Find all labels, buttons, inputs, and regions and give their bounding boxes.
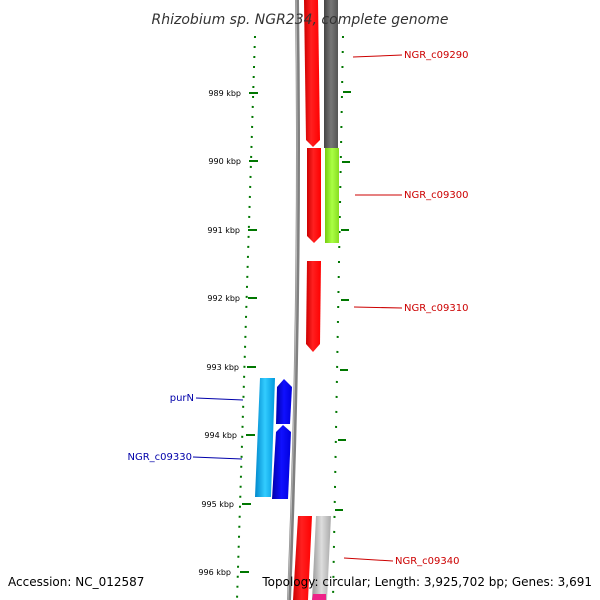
leader-NGR_c09340 xyxy=(343,557,394,562)
cds-NGR_c09310[interactable] xyxy=(306,261,321,352)
cds-NGR_c09340[interactable] xyxy=(293,516,312,600)
tick-label-993: 993 kbp xyxy=(206,363,239,372)
cds-NGR_c09340-magenta xyxy=(312,594,326,600)
topology: Topology: circular; Length: 3,925,702 bp… xyxy=(261,575,592,589)
label-NGR_c09310[interactable]: NGR_c09310 xyxy=(404,303,469,314)
gene-NGR_c09340-gene[interactable] xyxy=(312,516,331,600)
gene-NGR_c09290-gene[interactable] xyxy=(324,0,338,148)
accession: Accession: NC_012587 xyxy=(8,575,144,589)
label-NGR_c09330[interactable]: NGR_c09330 xyxy=(128,452,193,463)
forward-leaders xyxy=(343,54,403,562)
gene-NGR_c09300-gene[interactable] xyxy=(325,148,339,243)
tick-marks xyxy=(240,91,351,573)
leader-NGR_c09310 xyxy=(353,306,403,309)
genome-backbone-highlight xyxy=(287,0,298,600)
tick-label-996: 996 kbp xyxy=(198,568,231,577)
leader-purN xyxy=(195,397,244,401)
label-purN[interactable]: purN xyxy=(170,393,194,404)
tick-labels: 989 kbp 990 kbp 991 kbp 992 kbp 993 kbp … xyxy=(198,89,241,577)
tick-label-994: 994 kbp xyxy=(204,431,237,440)
cds-purN[interactable] xyxy=(276,379,292,424)
cds-NGR_c09300[interactable] xyxy=(307,148,321,243)
leader-NGR_c09330 xyxy=(192,456,243,460)
label-NGR_c09290[interactable]: NGR_c09290 xyxy=(404,50,469,61)
leader-NGR_c09290 xyxy=(352,54,403,58)
tick-label-995: 995 kbp xyxy=(201,500,234,509)
reverse-leaders xyxy=(192,397,244,460)
label-NGR_c09300[interactable]: NGR_c09300 xyxy=(404,190,469,201)
tick-label-990: 990 kbp xyxy=(208,157,241,166)
map-title: Rhizobium sp. NGR234, complete genome xyxy=(152,12,449,28)
gene-purN-gene[interactable] xyxy=(255,378,275,497)
tick-label-991: 991 kbp xyxy=(207,226,240,235)
tick-label-992: 992 kbp xyxy=(207,294,240,303)
tick-label-989: 989 kbp xyxy=(208,89,241,98)
genome-backbone xyxy=(287,0,300,600)
label-NGR_c09340[interactable]: NGR_c09340 xyxy=(395,556,460,567)
cds-NGR_c09290[interactable] xyxy=(304,0,320,147)
cds-NGR_c09330[interactable] xyxy=(272,425,291,499)
inner-dotted-axis xyxy=(236,35,256,600)
